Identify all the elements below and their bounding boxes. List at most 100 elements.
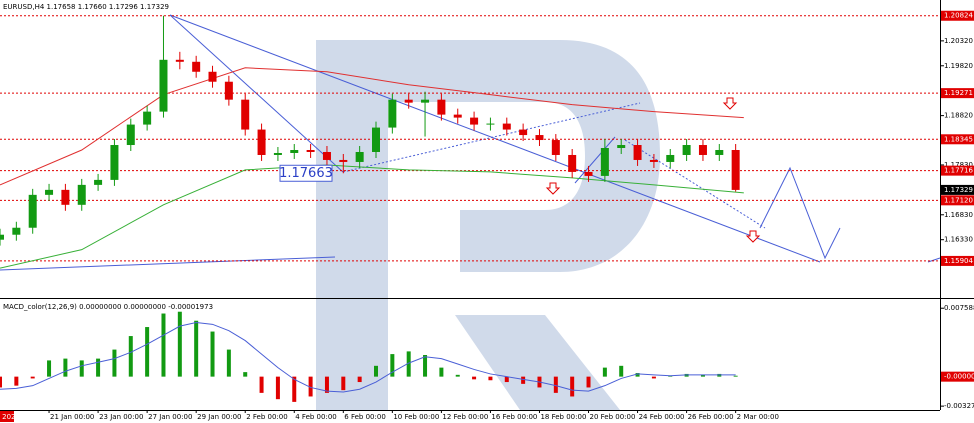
candle xyxy=(453,108,462,124)
candle-body xyxy=(486,123,495,125)
candle-body xyxy=(77,184,86,205)
histogram-bar xyxy=(635,373,640,377)
candle-body xyxy=(600,148,609,176)
histogram-bar xyxy=(194,320,199,377)
candle xyxy=(273,147,282,161)
y-tick-label: -0.0000026 xyxy=(944,373,974,381)
candle xyxy=(159,15,168,118)
candle-body xyxy=(110,145,119,180)
histogram-bar xyxy=(177,311,182,377)
candle xyxy=(12,221,21,241)
candle xyxy=(388,93,397,134)
candle xyxy=(77,178,86,211)
chart-title: EURUSD,H4 1.17658 1.17660 1.17296 1.1732… xyxy=(3,3,169,11)
candle-body xyxy=(290,149,299,153)
histogram-bar xyxy=(586,376,591,388)
candle xyxy=(617,139,626,154)
candle-body xyxy=(355,151,364,162)
candle xyxy=(175,51,184,70)
histogram-bar xyxy=(226,349,231,377)
candle-body xyxy=(470,117,479,125)
candle-body xyxy=(175,59,184,62)
trendline xyxy=(342,102,641,173)
y-tick-label: 1.18820 xyxy=(944,112,973,120)
candle xyxy=(126,118,135,151)
candle xyxy=(649,153,658,168)
candle xyxy=(486,117,495,131)
y-tick-label: 1.17329 xyxy=(944,186,973,194)
candle-body xyxy=(617,145,626,149)
histogram-bar xyxy=(651,376,656,379)
histogram-bar xyxy=(700,374,705,377)
projection xyxy=(759,166,841,260)
moving-average xyxy=(0,67,744,186)
candle-body xyxy=(437,99,446,115)
x-label-box xyxy=(0,411,14,422)
price-label-box xyxy=(941,10,974,21)
candle-body xyxy=(584,171,593,176)
candle xyxy=(682,139,691,161)
candle xyxy=(731,144,740,192)
candle-body xyxy=(241,99,250,130)
candle xyxy=(666,149,675,168)
candle-body xyxy=(143,111,152,125)
watermark-shape xyxy=(455,315,620,410)
candle-body xyxy=(535,135,544,141)
candle xyxy=(339,153,348,174)
y-tick-label: 1.19271 xyxy=(944,89,973,97)
histogram-bar xyxy=(455,374,460,377)
candle-body xyxy=(682,145,691,155)
y-tick-label: 1.16330 xyxy=(944,236,973,244)
candle xyxy=(241,93,250,136)
candle xyxy=(208,65,217,88)
trendline xyxy=(0,256,336,271)
x-tick-label: 2 Mar 00:00 xyxy=(737,413,779,421)
candle xyxy=(306,144,315,158)
histogram-bar xyxy=(275,376,280,400)
candle-body xyxy=(208,71,217,82)
x-tick-label: 29 Jan 00:00 xyxy=(197,413,241,421)
candle-body xyxy=(192,61,201,72)
candle-body xyxy=(551,140,560,155)
histogram-bar xyxy=(112,349,117,377)
histogram-bar xyxy=(292,376,297,402)
candle xyxy=(633,139,642,166)
x-tick-label: 4 Feb 00:00 xyxy=(295,413,336,421)
histogram-bar xyxy=(243,372,248,377)
candle-body xyxy=(666,154,675,162)
candle xyxy=(355,146,364,168)
candle xyxy=(290,144,299,159)
candle-body xyxy=(698,145,707,155)
histogram-bar xyxy=(439,367,444,377)
y-tick-label: -0.0032710 xyxy=(944,402,974,410)
candle-body xyxy=(159,59,168,112)
histogram-bar xyxy=(504,376,509,383)
candle xyxy=(584,165,593,182)
candle-body xyxy=(388,99,397,128)
histogram-bar xyxy=(47,360,52,377)
candle-body xyxy=(731,149,740,190)
candle-body xyxy=(372,127,380,152)
histogram-bar xyxy=(0,376,2,388)
candle-body xyxy=(224,81,233,100)
x-tick-label: 18 Feb 00:00 xyxy=(540,413,586,421)
x-tick-label: 21 Jan 00:00 xyxy=(50,413,94,421)
candle xyxy=(600,139,609,182)
x-tick-label: 10 Feb 00:00 xyxy=(393,413,439,421)
watermark-shape xyxy=(316,40,660,410)
candle-body xyxy=(421,99,430,103)
candle-body xyxy=(519,129,528,136)
x-tick-label: 6 Feb 00:00 xyxy=(344,413,385,421)
histogram-bar xyxy=(406,351,411,377)
price-label-box xyxy=(941,255,974,266)
candle-body xyxy=(715,149,724,155)
candle-body xyxy=(568,154,577,172)
candle-body xyxy=(12,227,21,235)
down-arrow xyxy=(545,182,561,195)
x-tick-label: 19 Jan 2026 xyxy=(0,413,21,421)
histogram-bar xyxy=(619,365,624,377)
histogram-bar xyxy=(324,376,329,393)
candle-body xyxy=(94,179,103,185)
histogram-bar xyxy=(602,367,607,377)
candle xyxy=(519,123,528,142)
